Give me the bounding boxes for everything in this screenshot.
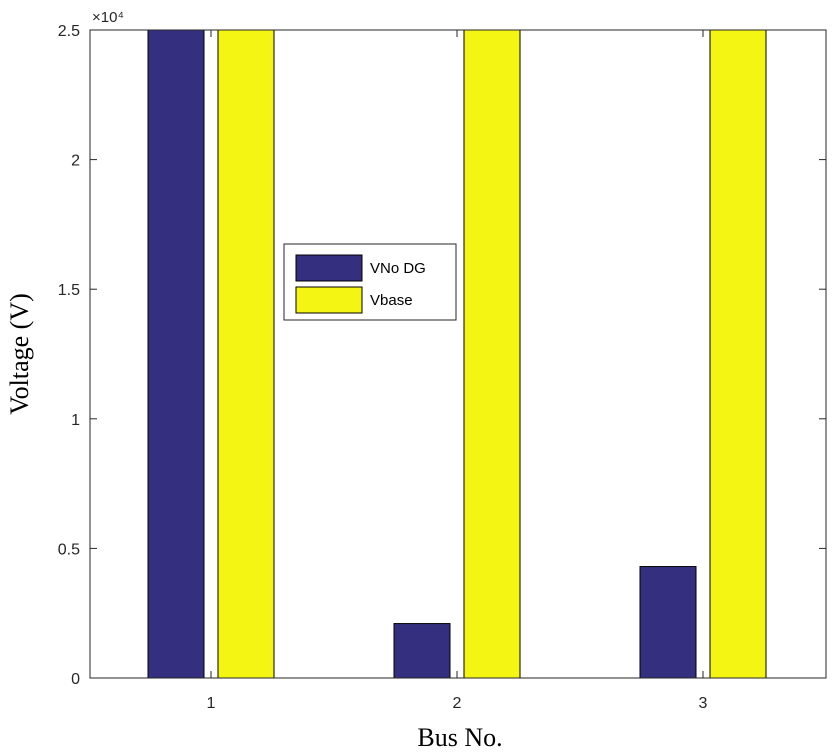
y-axis-title: Voltage (V)	[5, 293, 34, 415]
x-tick-label: 1	[207, 695, 216, 712]
y-tick-label: 2.5	[58, 23, 80, 40]
y-tick-label: 1.5	[58, 282, 80, 299]
legend-label-vno-dg: VNo DG	[370, 260, 426, 277]
bar-vno-dg-bus-1	[147, 29, 205, 679]
y-tick-label: 0	[71, 671, 80, 688]
plot-area	[90, 30, 826, 678]
bar-vbase-bus-3	[709, 29, 767, 679]
legend-swatch-vno-dg	[295, 254, 363, 282]
x-tick-label: 3	[699, 695, 708, 712]
y-tick-label: 2	[71, 153, 80, 170]
bar-vbase-bus-1	[217, 29, 275, 679]
x-tick-label: 2	[453, 695, 462, 712]
y-tick-label: 1	[71, 412, 80, 429]
axes-box	[89, 29, 827, 679]
legend-label-vbase: Vbase	[370, 292, 413, 309]
bar-vno-dg-bus-3	[639, 566, 697, 679]
y-tick-label: 0.5	[58, 541, 80, 558]
bar-vno-dg-bus-2	[393, 623, 451, 679]
axes-layer	[89, 29, 827, 679]
y-exponent-label: ×10⁴	[92, 9, 124, 26]
x-axis-title: Bus No.	[417, 723, 502, 752]
legend: VNo DG Vbase	[283, 243, 457, 321]
bar-vbase-bus-2	[463, 29, 521, 679]
legend-swatch-vbase	[295, 286, 363, 314]
ticks-layer: 0 0.5 1 1.5 2 2.5 1 2 3	[58, 23, 826, 712]
